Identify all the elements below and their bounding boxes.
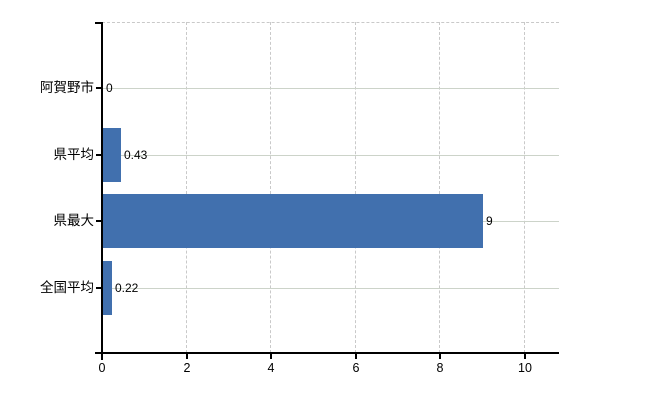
x-tick-label: 6 [352, 361, 360, 375]
horizontal-gridline [102, 288, 559, 289]
vertical-gridline [524, 22, 525, 353]
x-axis-tick [524, 353, 526, 359]
category-label-prefecture-average: 県平均 [53, 147, 95, 162]
x-axis [95, 352, 559, 354]
x-axis-tick [101, 353, 103, 359]
x-tick-label: 2 [183, 361, 191, 375]
x-tick-label: 4 [267, 361, 275, 375]
vertical-gridline [186, 22, 187, 353]
category-label-national-average: 全国平均 [40, 280, 94, 295]
y-axis-tick [96, 287, 102, 289]
y-axis-tick [96, 87, 102, 89]
vertical-gridline [355, 22, 356, 353]
x-tick-label: 8 [436, 361, 444, 375]
bar-prefecture-max [103, 194, 483, 248]
y-axis [101, 22, 103, 360]
bar-national-average [103, 261, 112, 315]
y-axis-top-tick [95, 22, 102, 24]
vertical-gridline [439, 22, 440, 353]
x-axis-tick [186, 353, 188, 359]
value-label: 0 [106, 81, 113, 95]
bar-prefecture-average [103, 128, 121, 182]
x-axis-tick [355, 353, 357, 359]
value-label: 0.22 [115, 281, 139, 295]
y-axis-tick [96, 154, 102, 156]
x-axis-tick [270, 353, 272, 359]
category-label-prefecture-max: 県最大 [53, 213, 95, 228]
horizontal-gridline [102, 88, 559, 89]
x-tick-label: 0 [98, 361, 106, 375]
x-axis-tick [439, 353, 441, 359]
category-label-agano-city: 阿賀野市 [40, 80, 94, 95]
value-label: 0.43 [124, 148, 148, 162]
x-tick-label: 10 [518, 361, 532, 375]
horizontal-gridline [102, 155, 559, 156]
vertical-gridline [270, 22, 271, 353]
plot-top-border [102, 22, 559, 23]
value-label: 9 [486, 214, 493, 228]
y-axis-tick [96, 220, 102, 222]
